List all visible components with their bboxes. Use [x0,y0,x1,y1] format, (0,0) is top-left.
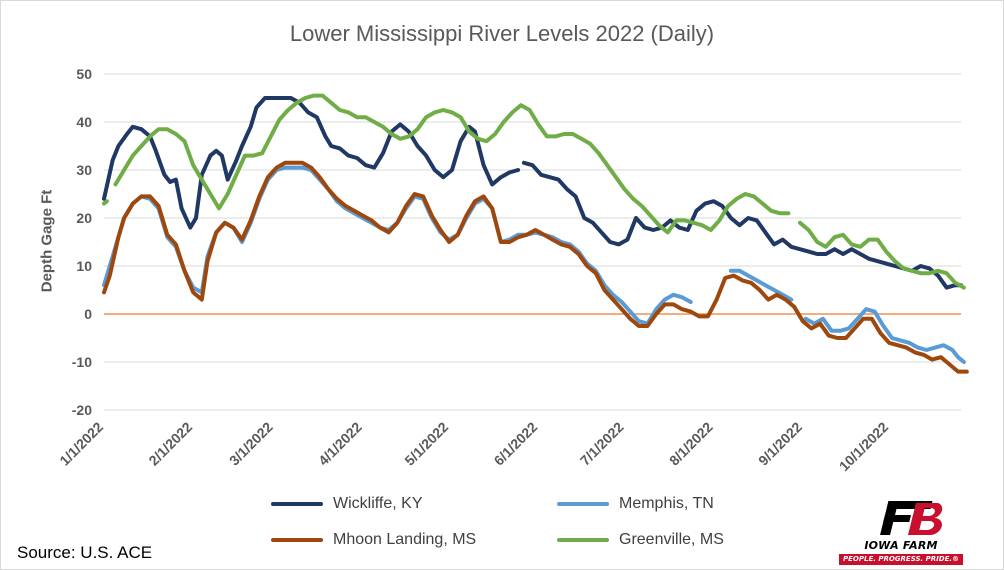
x-tick-label: 6/1/2022 [491,419,541,469]
fb-logo-icon [880,501,943,535]
legend-swatch-memphis [557,502,609,506]
source-note: Source: U.S. ACE [17,543,153,562]
series-lines [102,93,969,374]
series-line-wickliffe-ky-1 [521,160,963,290]
y-tick-label: 40 [76,114,92,130]
series-line-greenville-ms-7 [113,93,791,235]
legend-item-wickliffe: Wickliffe, KY [271,495,423,513]
x-tick-label: 10/1/2022 [836,419,892,475]
legend-swatch-wickliffe [271,502,323,506]
y-tick-label: 0 [84,306,92,322]
chart-title: Lower Mississippi River Levels 2022 (Dai… [289,21,715,46]
y-tick-label: 20 [76,210,92,226]
series-line-greenville-ms-8 [798,220,966,290]
plot-area: -20 -10 0 10 20 30 40 50 1/1/2022 2/1/2022 3/1/20… [56,66,969,475]
series-line-memphis-tn-3 [728,268,794,302]
x-tick-label: 4/1/2022 [315,419,365,469]
y-tick-label: 10 [76,258,92,274]
x-tick-label: 2/1/2022 [145,419,195,469]
x-tick-labels: 1/1/2022 2/1/2022 3/1/2022 4/1/2022 5/1/2022… [56,419,891,475]
series-line-memphis-tn-4 [803,307,966,364]
series-line-greenville-ms-6 [102,199,109,206]
y-tick-labels: -20 -10 0 10 20 30 40 50 [72,66,92,418]
x-tick-label: 8/1/2022 [666,419,716,469]
x-tick-label: 5/1/2022 [401,419,451,469]
legend-swatch-greenville [557,538,609,542]
legend-swatch-mhoon-landing [271,538,323,542]
legend-item-mhoon-landing: Mhoon Landing, MS [271,531,476,549]
x-tick-label: 7/1/2022 [577,419,627,469]
legend-label-mhoon-landing: Mhoon Landing, MS [333,531,477,548]
y-tick-label: -10 [72,354,92,370]
series-line-wickliffe-ky-0 [102,96,521,230]
x-tick-label: 3/1/2022 [226,419,276,469]
y-tick-label: -20 [72,402,92,418]
y-tick-label: 30 [76,162,92,178]
logo-tagline: PEOPLE. PROGRESS. PRIDE.® [839,554,963,565]
legend-label-greenville: Greenville, MS [619,531,724,548]
legend-item-memphis: Memphis, TN [557,495,714,513]
iowa-farm-bureau-logo: IOWA FARM BUREAU PEOPLE. PROGRESS. PRIDE… [837,499,965,567]
legend-label-memphis: Memphis, TN [619,495,714,512]
series-line-mhoon-landing-ms-5 [102,160,969,374]
x-tick-label: 1/1/2022 [56,419,106,469]
y-tick-label: 50 [76,66,92,82]
series-line-memphis-tn-2 [102,165,693,326]
x-tick-label: 9/1/2022 [755,419,805,469]
legend-item-greenville: Greenville, MS [557,531,724,549]
legend-label-wickliffe: Wickliffe, KY [333,495,423,512]
